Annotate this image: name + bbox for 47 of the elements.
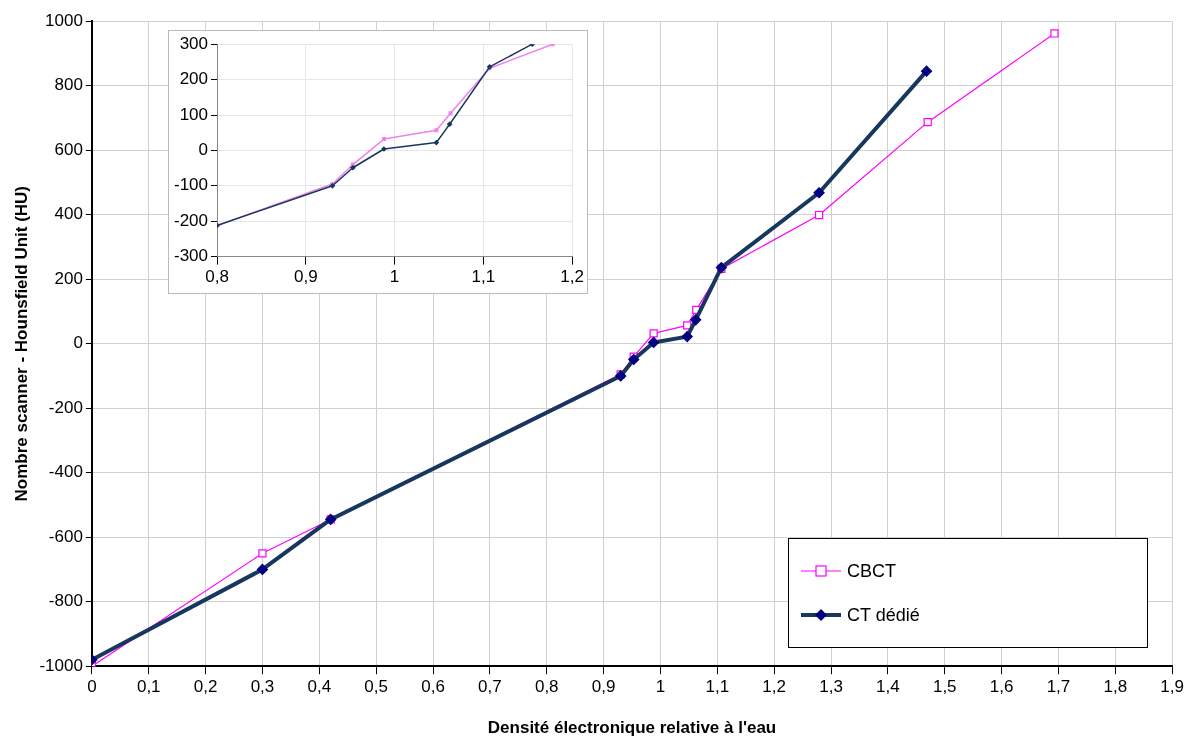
x-tick-label: 1: [655, 677, 666, 697]
y-tick-label: 300: [179, 33, 209, 53]
y-tick-label: 400: [54, 204, 83, 224]
x-tick-label: 0,4: [307, 677, 332, 697]
y-tick-label: -300: [173, 246, 209, 266]
x-tick-label: 0,8: [534, 677, 559, 697]
y-tick-label: -200: [173, 210, 209, 230]
y-tick-label: 200: [54, 268, 83, 288]
y-tick-label: 100: [179, 104, 209, 124]
y-tick-label: -400: [48, 462, 83, 482]
legend-label: CBCT: [847, 560, 896, 582]
x-tick-label: 0,1: [136, 677, 161, 697]
x-tick-label: 1,7: [1046, 677, 1071, 697]
x-tick-label: 1,3: [819, 677, 843, 697]
x-tick-label: 0,2: [193, 677, 218, 697]
y-tick-label: 200: [179, 69, 209, 89]
y-axis-title: Nombre scanner - Hounsfield Unit (HU): [11, 185, 31, 502]
y-tick-label: 0: [198, 140, 209, 160]
x-tick-label: 1,5: [932, 677, 957, 697]
x-tick-label: 0,9: [293, 267, 318, 287]
x-tick-label: 1,1: [471, 267, 496, 287]
x-tick-label: 0,3: [250, 677, 275, 697]
x-tick-label: 1,4: [876, 677, 900, 697]
x-tick-label: 1,8: [1103, 677, 1128, 697]
legend-label: CT dédié: [847, 604, 920, 626]
x-tick-label: 1,9: [1160, 677, 1184, 697]
y-tick-label: 600: [54, 139, 83, 159]
x-tick-label: 0,6: [421, 677, 445, 697]
x-tick-label: 1,6: [989, 677, 1014, 697]
y-tick-label: -200: [48, 397, 83, 417]
y-tick-label: 1000: [45, 10, 83, 30]
x-axis-title: Densité électronique relative à l'eau: [487, 718, 777, 738]
x-tick-label: 1,2: [560, 267, 584, 287]
y-tick-label: -600: [48, 526, 83, 546]
x-tick-label: 1,2: [762, 677, 786, 697]
y-tick-label: -100: [173, 175, 209, 195]
x-tick-label: 0,8: [205, 267, 229, 287]
x-tick-label: 1,1: [705, 677, 730, 697]
x-tick-label: 0,7: [478, 677, 502, 697]
y-tick-label: -1000: [39, 655, 83, 675]
x-tick-label: 1: [389, 267, 400, 287]
x-tick-label: 0,9: [591, 677, 616, 697]
y-tick-label: 800: [54, 75, 83, 95]
x-tick-label: 0,5: [364, 677, 388, 697]
y-tick-label: 0: [73, 333, 83, 353]
x-tick-label: 0: [87, 677, 97, 697]
y-tick-label: -800: [48, 591, 83, 611]
